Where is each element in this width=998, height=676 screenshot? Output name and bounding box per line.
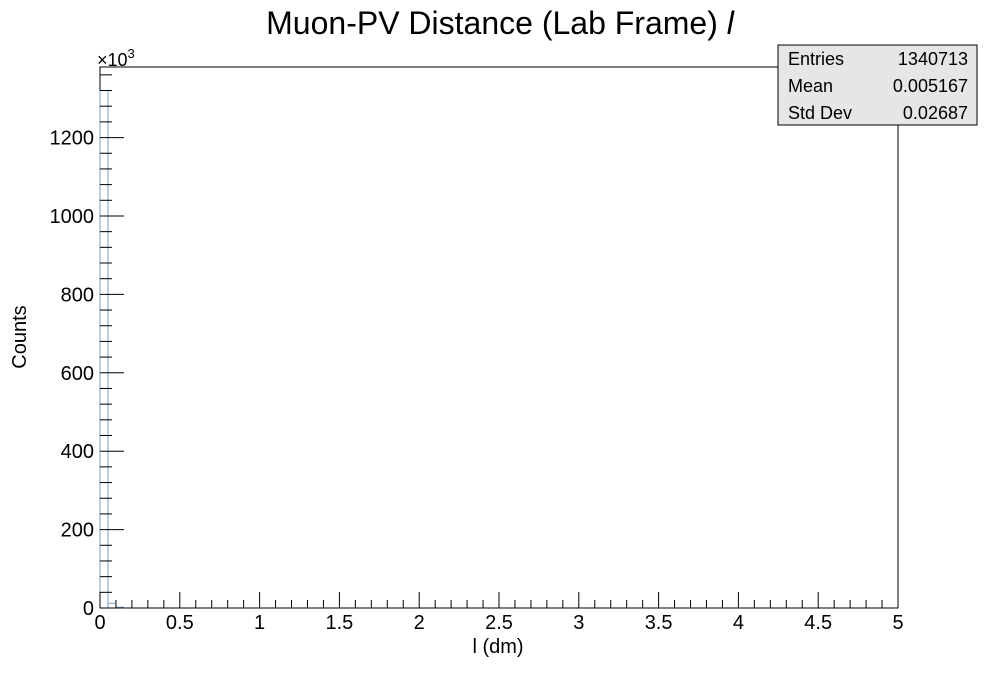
y-tick-label: 0: [83, 598, 94, 620]
stats-label: Std Dev: [788, 103, 852, 123]
y-tick-label: 1200: [50, 128, 95, 150]
y-tick-label: 600: [61, 363, 94, 385]
stats-label: Mean: [788, 76, 833, 96]
x-tick-label: 3.5: [645, 612, 673, 634]
stats-rows: Entries 1340713 Mean 0.005167 Std Dev 0.02687: [788, 49, 968, 123]
plot-frame: [99, 66, 899, 609]
y-tick-label: 200: [61, 520, 94, 542]
histogram-bin-0: [99, 90, 109, 609]
y-exponent-base: ×10: [97, 50, 128, 70]
chart-title-main: Muon-PV Distance (Lab Frame): [266, 5, 727, 41]
y-tick-label: 400: [61, 441, 94, 463]
x-tick-label: 0: [94, 612, 105, 634]
x-tick-label: 3: [573, 612, 584, 634]
stats-value: 1340713: [898, 49, 968, 69]
x-tick-label: 0.5: [166, 612, 194, 634]
histogram-bars: [99, 90, 125, 609]
y-axis-exponent: ×103: [97, 46, 135, 70]
x-tick-label: 2: [414, 612, 425, 634]
x-tick-label: 1.5: [325, 612, 353, 634]
histogram-bin-1: [107, 602, 117, 609]
stats-box-background: [777, 44, 978, 126]
x-axis-title: l (dm): [472, 636, 523, 658]
chart-title-symbol: l: [727, 5, 735, 41]
x-tick-label: 1: [254, 612, 265, 634]
y-exponent-power: 3: [128, 46, 135, 61]
chart-title: Muon-PV Distance (Lab Frame) l: [266, 5, 735, 41]
x-tick-label: 4.5: [804, 612, 832, 634]
y-tick-label: 800: [61, 284, 94, 306]
x-tick-label: 4: [733, 612, 744, 634]
stats-label: Entries: [788, 49, 844, 69]
stats-box: Entries 1340713 Mean 0.005167 Std Dev 0.02687: [777, 44, 978, 126]
stats-value: 0.02687: [903, 103, 968, 123]
x-tick-label: 2.5: [485, 612, 513, 634]
stats-value: 0.005167: [893, 76, 968, 96]
x-tick-label: 5: [892, 612, 903, 634]
y-axis-title: Counts: [9, 305, 31, 368]
y-tick-label: 1000: [50, 206, 95, 228]
x-axis: 0 0.5 1 1.5 2 2.5 3 3.5 4 4.5 5: [94, 592, 904, 634]
y-axis: 0 200 400 600 800 1000 1200: [50, 74, 124, 620]
